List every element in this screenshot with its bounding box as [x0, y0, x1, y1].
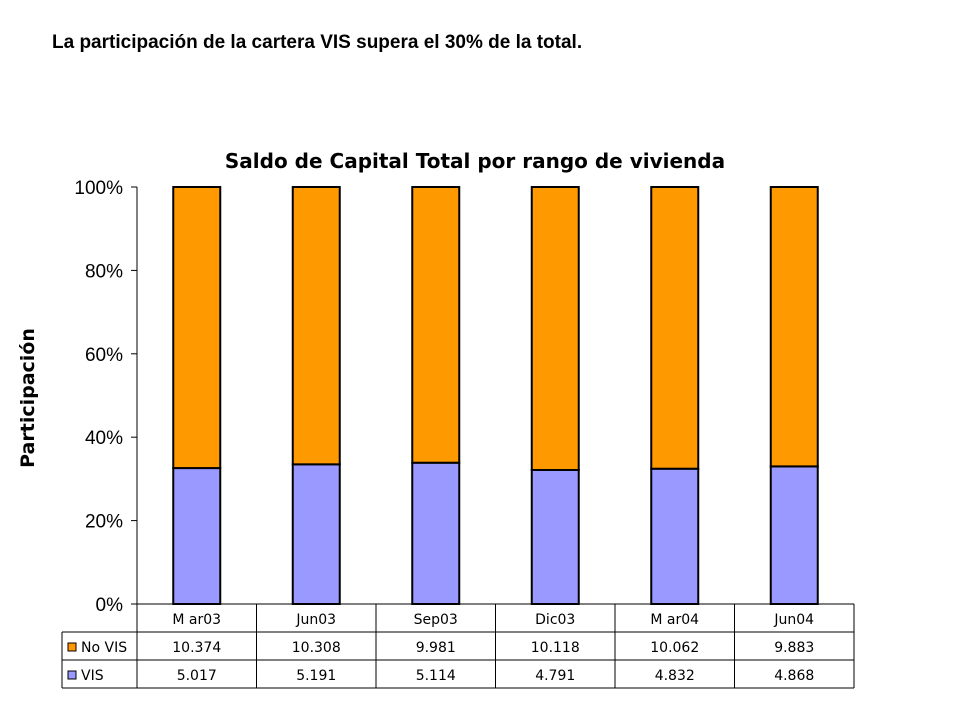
x-tick-label: M ar04 [650, 612, 699, 628]
y-tick-label: 100% [74, 178, 123, 199]
data-label: 4.791 [535, 668, 575, 684]
bar-no-vis [530, 186, 580, 471]
bars [172, 186, 819, 605]
data-label: 4.832 [655, 668, 695, 684]
bar-vis [769, 465, 819, 605]
legend-swatch-vis [67, 670, 77, 680]
legend-label: VIS [81, 668, 104, 684]
bar-vis [172, 467, 222, 605]
data-label: 10.308 [292, 640, 341, 656]
x-tick-label: Jun04 [773, 612, 814, 628]
y-tick-label: 40% [85, 428, 123, 449]
y-tick-label: 20% [85, 512, 123, 533]
data-label: 10.374 [172, 640, 221, 656]
y-tick-label: 80% [85, 261, 123, 282]
data-label: 9.883 [774, 640, 814, 656]
data-label: 4.868 [774, 668, 814, 684]
bar-no-vis [769, 186, 819, 468]
x-tick-label: M ar03 [172, 612, 221, 628]
chart-title: Saldo de Capital Total por rango de vivi… [225, 149, 725, 173]
data-label: 9.981 [416, 640, 456, 656]
bar-no-vis [172, 186, 222, 470]
x-tick-label: Dic03 [535, 612, 575, 628]
bar-no-vis [291, 186, 341, 466]
y-tick-label: 60% [85, 345, 123, 366]
bar-vis [650, 467, 700, 605]
x-tick-label: Jun03 [295, 612, 336, 628]
data-table: M ar03 Jun03 Sep03 Dic03 M ar04 Jun04 No VIS 10… [61, 603, 855, 689]
y-axis-label: Participación [17, 328, 39, 468]
page-headline: La participación de la cartera VIS super… [52, 32, 583, 53]
legend-swatch-no-vis [67, 642, 77, 652]
bar-vis [530, 468, 580, 605]
x-tick-label: Sep03 [414, 612, 458, 628]
data-label: 5.114 [416, 668, 456, 684]
y-axis: 0% 20% 40% 60% 80% 100% [74, 178, 138, 616]
bar-vis [291, 463, 341, 605]
data-label: 5.017 [177, 668, 217, 684]
data-label: 10.062 [650, 640, 699, 656]
bar-no-vis [650, 186, 700, 470]
bar-no-vis [411, 186, 461, 464]
y-tick-label: 0% [96, 595, 124, 616]
bar-vis [411, 461, 461, 605]
data-label: 10.118 [531, 640, 580, 656]
legend-label: No VIS [81, 640, 127, 656]
data-label: 5.191 [296, 668, 336, 684]
